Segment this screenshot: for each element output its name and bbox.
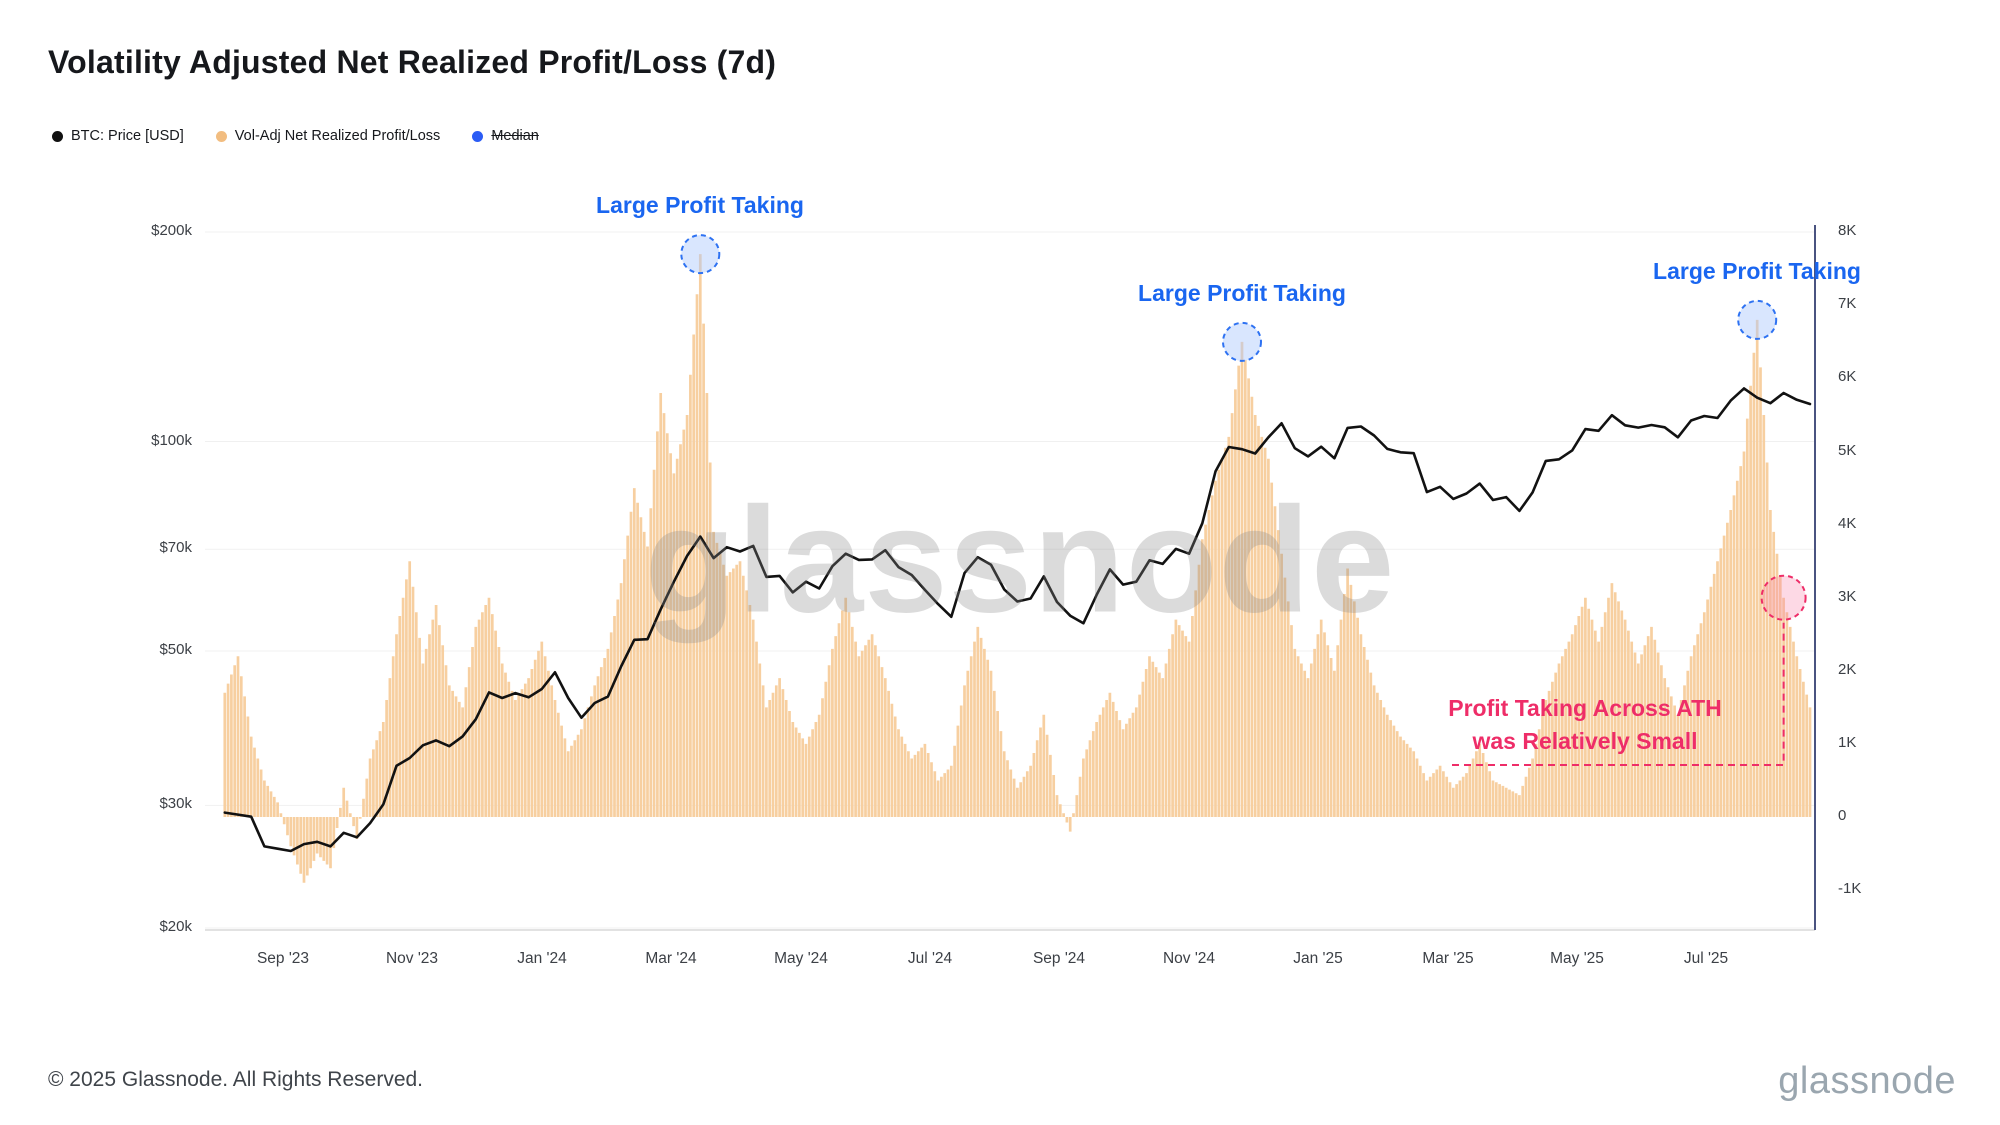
x-axis-tick: Jul '24 — [907, 950, 953, 967]
x-axis-tick: May '24 — [774, 950, 828, 967]
copyright-text: © 2025 Glassnode. All Rights Reserved. — [48, 1068, 424, 1091]
y-axis-left-tick: $20k — [159, 918, 192, 935]
legend-item-median[interactable]: Median — [472, 128, 539, 144]
legend-label: Median — [491, 128, 539, 144]
x-axis-tick: Jan '25 — [1293, 950, 1343, 967]
y-axis-right-tick: -1K — [1838, 880, 1862, 897]
legend-dot-icon — [215, 130, 227, 142]
y-axis-right-tick: 5K — [1838, 442, 1857, 459]
y-axis-right-tick: 3K — [1838, 588, 1857, 605]
legend-label: BTC: Price [USD] — [71, 128, 184, 144]
glassnode-logo: glassnode — [1778, 1060, 1956, 1102]
y-axis-right-tick: 2K — [1838, 661, 1857, 678]
y-axis-right-tick: 1K — [1838, 734, 1857, 751]
y-axis-left-tick: $50k — [159, 641, 192, 658]
y-axis-right-tick: 6K — [1838, 368, 1857, 385]
x-axis-tick: May '25 — [1550, 950, 1604, 967]
y-axis-right-tick: 8K — [1838, 222, 1857, 239]
legend-dot-icon — [472, 130, 484, 142]
y-axis-left-tick: $30k — [159, 795, 192, 812]
btc-price-line — [223, 387, 1812, 853]
y-axis-left-tick: $100k — [151, 432, 192, 449]
y-axis-left-tick: $200k — [151, 222, 192, 239]
x-axis-tick: Jul '25 — [1683, 950, 1729, 967]
ath-profit-taking-marker — [1760, 574, 1807, 621]
legend: BTC: Price [USD] Vol-Adj Net Realized Pro… — [52, 128, 539, 144]
vol-adj-pl-bars — [223, 254, 1812, 883]
x-axis-tick: Jan '24 — [517, 950, 567, 967]
legend-item-btc-price[interactable]: BTC: Price [USD] — [52, 128, 184, 144]
x-axis-tick: Nov '24 — [1162, 950, 1216, 967]
x-axis-tick: Sep '23 — [256, 950, 310, 967]
profit-taking-marker — [680, 234, 721, 275]
profit-taking-marker — [1222, 321, 1262, 362]
y-axis-right-tick: 0 — [1838, 807, 1847, 824]
page-title: Volatility Adjusted Net Realized Profit/… — [48, 44, 777, 80]
x-axis-tick: Mar '25 — [1422, 950, 1474, 967]
y-axis-left-tick: $70k — [159, 539, 192, 556]
profit-taking-marker — [1737, 299, 1778, 340]
legend-label: Vol-Adj Net Realized Profit/Loss — [234, 128, 441, 144]
x-axis-tick: Mar '24 — [645, 950, 697, 967]
legend-item-vol-adj-pl[interactable]: Vol-Adj Net Realized Profit/Loss — [215, 128, 441, 144]
legend-dot-icon — [52, 130, 63, 142]
x-axis-tick: Sep '24 — [1032, 950, 1086, 967]
y-axis-right-tick: 7K — [1838, 295, 1857, 312]
x-axis-tick: Nov '23 — [385, 950, 439, 967]
y-axis-right-tick: 4K — [1838, 515, 1857, 532]
ath-callout-line — [1452, 622, 1785, 766]
